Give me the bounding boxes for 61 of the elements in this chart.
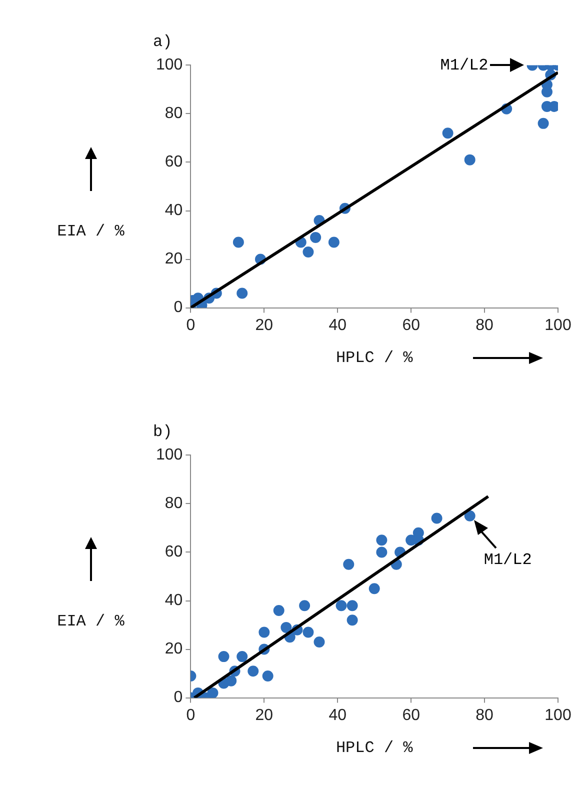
chart-title: b) xyxy=(153,422,172,441)
x-tick-label: 20 xyxy=(255,706,274,724)
point xyxy=(218,651,230,662)
y-axis-title: EIA / % xyxy=(57,612,125,631)
chart-title: a) xyxy=(153,32,172,51)
point xyxy=(299,600,310,612)
point xyxy=(232,236,244,248)
point xyxy=(262,670,274,682)
point xyxy=(336,600,347,612)
point xyxy=(207,687,218,698)
y-tick-label: 0 xyxy=(174,299,183,316)
point xyxy=(280,622,292,633)
y-tick-label: 20 xyxy=(164,640,183,658)
point xyxy=(273,604,284,616)
point xyxy=(431,512,442,524)
x-tick-label: 0 xyxy=(186,316,196,334)
x-tick-label: 0 xyxy=(186,706,196,724)
point xyxy=(464,510,476,522)
x-tick-label: 60 xyxy=(402,706,420,724)
x-tick-label: 80 xyxy=(476,316,494,334)
point xyxy=(226,675,237,686)
point xyxy=(346,614,358,626)
x-tick-label: 40 xyxy=(328,706,347,724)
point xyxy=(302,626,314,638)
point xyxy=(302,246,314,258)
y-axis-title: EIA / % xyxy=(57,222,125,241)
y-tick-label: 20 xyxy=(164,250,183,268)
annotation: M1/L2 xyxy=(484,551,532,570)
y-tick-label: 100 xyxy=(156,446,183,464)
x-tick-label: 40 xyxy=(328,316,347,334)
point xyxy=(442,128,454,139)
y-tick-label: 80 xyxy=(164,495,183,512)
y-tick-label: 100 xyxy=(156,56,183,74)
point xyxy=(376,546,388,558)
x-axis-title: HPLC / % xyxy=(336,349,414,368)
point xyxy=(343,558,354,570)
point xyxy=(258,626,270,638)
y-tick-label: 40 xyxy=(164,592,183,610)
y-tick-label: 0 xyxy=(174,689,183,706)
point xyxy=(310,232,322,243)
x-tick-label: 100 xyxy=(544,316,572,334)
x-tick-label: 20 xyxy=(255,316,274,334)
point xyxy=(314,636,325,648)
point xyxy=(464,154,476,166)
x-tick-label: 100 xyxy=(544,706,572,724)
x-axis-title: HPLC / % xyxy=(336,739,414,758)
y-tick-label: 80 xyxy=(164,105,183,122)
y-tick-label: 40 xyxy=(164,202,183,220)
y-tick-label: 60 xyxy=(164,544,183,561)
point xyxy=(368,583,380,594)
point xyxy=(376,534,388,546)
x-tick-label: 80 xyxy=(476,706,494,724)
point xyxy=(346,600,358,612)
y-tick-label: 60 xyxy=(164,154,183,171)
point xyxy=(538,118,549,129)
annotation: M1/L2 xyxy=(440,56,488,74)
x-tick-label: 60 xyxy=(402,316,420,334)
point xyxy=(236,288,248,299)
point xyxy=(236,651,248,662)
point xyxy=(328,236,340,248)
point xyxy=(248,666,259,677)
